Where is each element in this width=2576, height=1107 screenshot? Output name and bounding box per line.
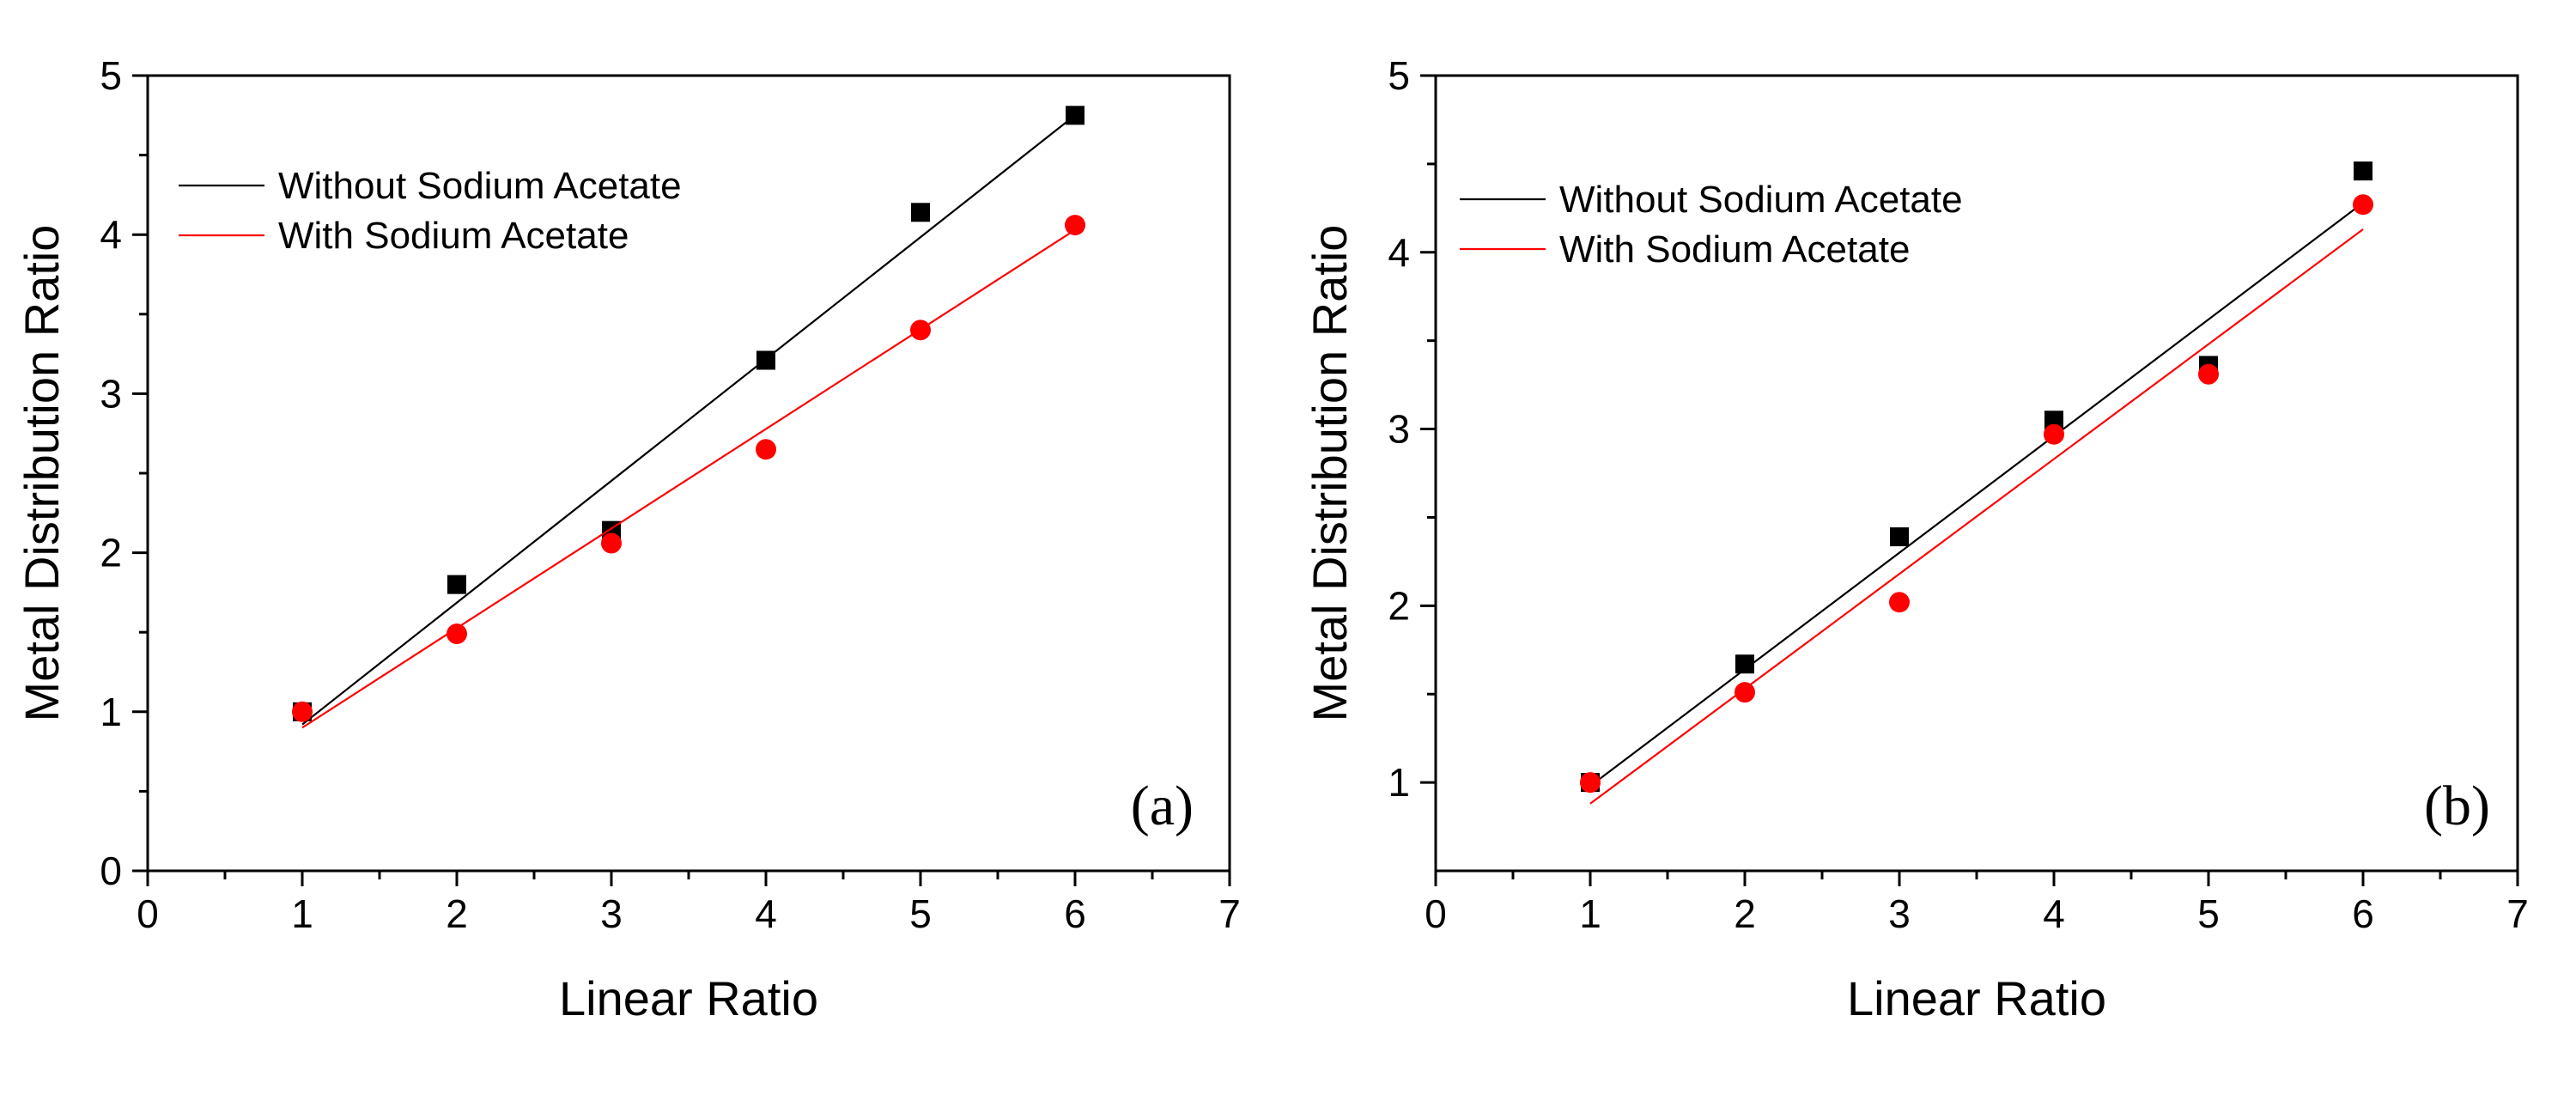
legend: Without Sodium Acetate With Sodium Acetat… (1460, 179, 1963, 271)
x-tick-label: 7 (1218, 891, 1241, 936)
panel-label: (a) (1131, 775, 1194, 837)
data-point-circle (1889, 592, 1910, 613)
data-point-circle (1065, 215, 1085, 236)
y-tick-label: 3 (1388, 407, 1410, 452)
y-tick-label: 5 (100, 53, 122, 98)
x-tick-label: 2 (1734, 891, 1756, 936)
x-tick-label: 4 (2043, 891, 2065, 936)
y-tick-label: 2 (100, 531, 122, 575)
data-point-square (1735, 654, 1754, 674)
y-tick-label: 5 (1388, 53, 1410, 98)
data-point-circle (2044, 423, 2064, 445)
data-point-circle (601, 532, 622, 554)
legend-label: With Sodium Acetate (1559, 228, 1910, 271)
x-tick-label: 1 (1579, 891, 1601, 936)
x-tick-label: 5 (2197, 891, 2220, 936)
x-tick-label: 0 (137, 891, 159, 936)
y-tick-label: 4 (100, 212, 122, 257)
data-point-square (1066, 106, 1084, 125)
y-axis-title: Metal Distribution Ratio (15, 225, 69, 722)
legend-label: Without Sodium Acetate (1559, 179, 1963, 221)
x-tick-label: 5 (909, 891, 932, 936)
legend: Without Sodium Acetate With Sodium Acetat… (179, 165, 682, 257)
y-tick-label: 3 (100, 371, 122, 416)
data-point-circle (2353, 194, 2373, 216)
data-point-square (447, 575, 466, 594)
series-with-sodium-acetate (1580, 194, 2373, 805)
data-point-square (911, 203, 930, 222)
y-tick-label: 2 (1388, 583, 1410, 628)
chart-panel-a: 0 1 2 3 4 5 6 7 0 1 2 3 4 5 Linear Ratio Metal Distribu… (15, 53, 1241, 1025)
data-point-circle (756, 439, 776, 460)
data-point-circle (447, 623, 467, 645)
x-axis-title: Linear Ratio (1847, 971, 2106, 1025)
data-point-square (1890, 527, 1909, 547)
legend-label: Without Sodium Acetate (278, 165, 682, 207)
chart-panel-b: 0 1 2 3 4 5 6 7 1 2 3 4 5 Linear Ratio Metal Distribut… (1303, 53, 2529, 1025)
data-point-square (756, 350, 775, 370)
x-tick-label: 1 (291, 891, 313, 936)
x-tick-label: 0 (1425, 891, 1447, 936)
fit-line (301, 114, 1076, 726)
panel-label: (b) (2424, 775, 2490, 837)
y-axis-title: Metal Distribution Ratio (1303, 225, 1357, 722)
data-point-circle (1735, 682, 1755, 703)
x-tick-label: 7 (2506, 891, 2529, 936)
data-point-square (2044, 411, 2063, 430)
y-tick-label: 1 (100, 690, 122, 734)
y-tick-label: 1 (1388, 760, 1410, 805)
data-point-circle (292, 701, 313, 722)
x-tick-label: 6 (2352, 891, 2374, 936)
fit-line (1589, 228, 2364, 805)
fit-line (1589, 202, 2364, 788)
y-tick-label: 0 (100, 848, 122, 893)
data-point-circle (910, 319, 931, 341)
data-point-circle (2198, 363, 2219, 385)
x-axis-title: Linear Ratio (559, 971, 818, 1025)
fit-line (301, 228, 1076, 729)
data-point-circle (1580, 772, 1601, 794)
x-tick-label: 4 (755, 891, 777, 936)
data-point-square (2354, 161, 2372, 181)
legend-label: With Sodium Acetate (278, 215, 629, 257)
x-tick-label: 3 (1888, 891, 1911, 936)
x-tick-label: 2 (446, 891, 468, 936)
series-with-sodium-acetate (292, 215, 1085, 729)
x-tick-label: 3 (600, 891, 623, 936)
x-tick-label: 6 (1064, 891, 1086, 936)
y-tick-label: 4 (1388, 230, 1410, 275)
